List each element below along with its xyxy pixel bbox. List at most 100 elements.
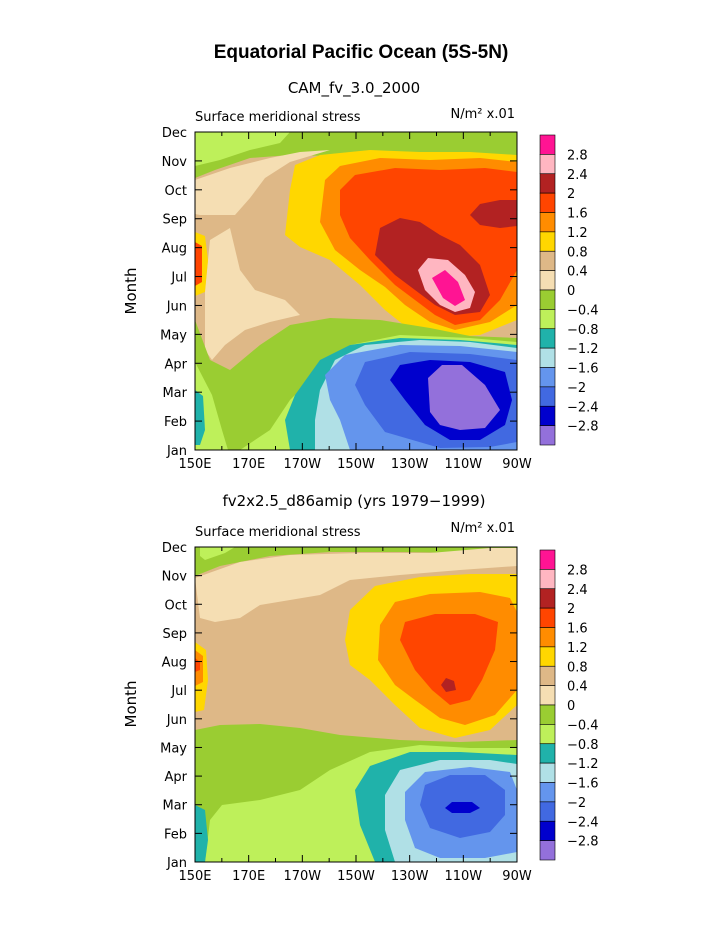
panel-1-band-magenta <box>432 270 465 306</box>
panel-1-band-lightgreen-top <box>195 132 290 166</box>
y-tick-label: Aug <box>162 656 187 671</box>
y-tick-label: Jul <box>170 684 187 699</box>
y-tick-label: Jan <box>166 444 187 459</box>
colorbar-swatch <box>539 569 556 590</box>
y-tick-label: Jul <box>170 271 187 286</box>
x-tick-label: 170W <box>283 869 321 884</box>
x-tick-label: 150E <box>178 457 211 472</box>
colorbar-swatch <box>539 231 556 252</box>
colorbar-level-label: 2.4 <box>567 583 588 598</box>
y-tick-label: Sep <box>162 627 187 642</box>
panel-2-band-orangered <box>400 614 498 705</box>
colorbar-level-label: 0 <box>567 699 575 714</box>
y-tick-label: Aug <box>162 242 187 257</box>
colorbar-swatch <box>539 405 556 426</box>
x-tick-label: 90W <box>502 457 532 472</box>
colorbar-swatch <box>539 801 556 822</box>
panel-1-plot <box>195 132 517 450</box>
colorbar-swatch <box>539 367 556 388</box>
colorbar-level-label: −2.8 <box>567 835 599 850</box>
x-tick-label: 170W <box>283 457 321 472</box>
figure-title: Equatorial Pacific Ocean (5S-5N) <box>214 42 509 63</box>
colorbar-2: 2.8 2.4 2 1.6 1.2 0.8 0.4 0 −0.4 −0.8 −1.2 −1.6 −2 −2… <box>539 549 599 861</box>
colorbar-swatch <box>539 607 556 628</box>
colorbar-level-label: −2 <box>567 381 586 396</box>
colorbar-level-label: −0.8 <box>567 323 599 338</box>
panel-1-band-firebrick-east <box>470 200 517 228</box>
y-tick-label: Mar <box>162 386 187 401</box>
colorbar-level-label: 0.8 <box>567 660 588 675</box>
x-tick-label: 150E <box>178 869 211 884</box>
colorbar-level-label: 2.8 <box>567 148 588 163</box>
x-tick-label: 170E <box>232 457 265 472</box>
x-tick-label: 90W <box>502 869 532 884</box>
colorbar-swatch <box>539 386 556 407</box>
colorbar-level-label: 0.4 <box>567 680 588 695</box>
colorbar-level-label: −1.6 <box>567 362 599 377</box>
panel-1-band-purple <box>428 365 500 430</box>
colorbar-level-label: 0 <box>567 284 575 299</box>
panel-2-band-firebrick <box>441 678 456 692</box>
x-tick-label: 110W <box>444 457 482 472</box>
y-tick-label: Oct <box>165 184 187 199</box>
panel-1-band-wheat-upper <box>195 150 330 215</box>
x-tick-label: 150W <box>337 869 375 884</box>
panel-1-band-wheat-lower <box>205 228 300 360</box>
x-tick-label: 130W <box>391 869 429 884</box>
panel-2-plot <box>195 547 517 862</box>
colorbar-swatch <box>539 704 556 725</box>
colorbar-level-label: 0.8 <box>567 245 588 260</box>
colorbar-swatch <box>539 192 556 213</box>
colorbar-swatch <box>539 270 556 291</box>
colorbar-level-label: 2.8 <box>567 563 588 578</box>
colorbar-swatch <box>539 347 556 368</box>
colorbar-level-label: −0.4 <box>567 303 599 318</box>
x-tick-label: 170E <box>232 869 265 884</box>
colorbar-swatch <box>539 328 556 349</box>
y-tick-label: Dec <box>162 126 187 141</box>
colorbar-level-label: −0.8 <box>567 738 599 753</box>
panel-1-band-west-orange <box>195 242 202 286</box>
colorbar-swatch <box>539 425 556 446</box>
y-tick-label: Apr <box>165 770 188 785</box>
panel-2-subtitle: fv2x2.5_d86amip (yrs 1979−1999) <box>222 492 485 511</box>
y-tick-label: Dec <box>162 541 187 556</box>
colorbar-swatch <box>539 173 556 194</box>
colorbar-level-label: 2 <box>567 187 575 202</box>
y-tick-label: May <box>160 328 187 343</box>
y-tick-label: Jan <box>166 856 187 871</box>
panel-2: fv2x2.5_d86amip (yrs 1979−1999) Surface … <box>122 492 532 884</box>
y-tick-label: Feb <box>164 415 187 430</box>
colorbar-level-label: 2 <box>567 602 575 617</box>
colorbar-swatch <box>539 762 556 783</box>
y-tick-label: Jun <box>166 299 187 314</box>
colorbar-swatch <box>539 685 556 706</box>
panel-1-left-label: Surface meridional stress <box>195 110 361 125</box>
x-tick-label: 150W <box>337 457 375 472</box>
colorbar-swatch <box>539 743 556 764</box>
colorbar-swatch <box>539 309 556 330</box>
colorbar-level-label: 0.4 <box>567 265 588 280</box>
colorbar-level-label: −1.6 <box>567 777 599 792</box>
panel-2-ticks: 150E 170E 170W 150W 130W 110W 90W Jan Feb Mar Apr M… <box>160 541 532 884</box>
colorbar-swatch <box>539 212 556 233</box>
panel-1-subtitle: CAM_fv_3.0_2000 <box>288 79 420 98</box>
colorbar-swatch <box>539 289 556 310</box>
y-tick-label: Oct <box>165 598 187 613</box>
colorbar-1: 2.8 2.4 2 1.6 1.2 0.8 0.4 0 −0.4 −0.8 −1.2 −1.6 −2 −2… <box>539 134 599 446</box>
panel-1: CAM_fv_3.0_2000 Surface meridional stres… <box>122 79 532 472</box>
colorbar-level-label: 1.2 <box>567 641 588 656</box>
colorbar-level-label: 1.2 <box>567 226 588 241</box>
y-tick-label: Apr <box>165 357 188 372</box>
panel-2-left-label: Surface meridional stress <box>195 525 361 540</box>
y-tick-label: Sep <box>162 213 187 228</box>
y-tick-label: Jun <box>166 713 187 728</box>
colorbar-swatch <box>539 588 556 609</box>
panel-2-ylabel: Month <box>122 680 140 727</box>
colorbar-swatch <box>539 250 556 271</box>
y-tick-label: Mar <box>162 799 187 814</box>
y-tick-label: Feb <box>164 827 187 842</box>
x-tick-label: 130W <box>391 457 429 472</box>
x-tick-label: 110W <box>444 869 482 884</box>
